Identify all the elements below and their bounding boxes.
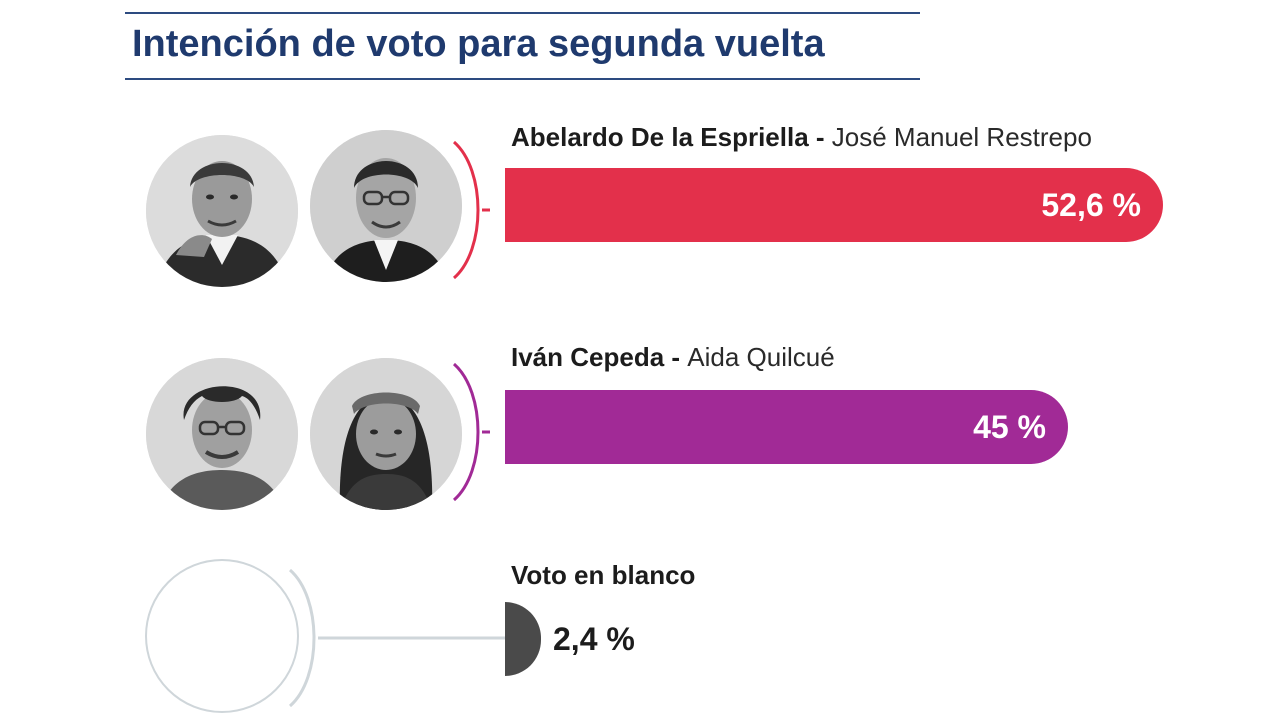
title-rule-top: [125, 12, 920, 14]
chart-title: Intención de voto para segunda vuelta: [132, 23, 825, 65]
empty-avatar-circle: [145, 559, 299, 713]
bar-value-label: 52,6 %: [1041, 187, 1141, 223]
bar-cepeda: 45 %: [505, 390, 1068, 464]
name-separator: -: [664, 342, 688, 372]
man-photo-icon: [146, 135, 298, 287]
row-bracket-icon: [288, 568, 508, 708]
vice-name: José Manuel Restrepo: [831, 122, 1092, 152]
bar-de-la-espriella: 52,6 %: [505, 168, 1163, 242]
blank-vote-value-label: 2,4 %: [553, 621, 635, 657]
title-rule-bottom: [125, 78, 920, 80]
name-separator: -: [808, 122, 832, 152]
president-name: Abelardo De la Espriella: [511, 122, 809, 152]
row-label: Voto en blanco: [511, 559, 695, 591]
vice-name: Aida Quilcué: [687, 342, 835, 372]
blank-vote-label: Voto en blanco: [511, 560, 696, 590]
bar-voto-en-blanco: [505, 602, 541, 676]
row-bracket-icon: [452, 362, 490, 502]
man-curly-glasses-photo-icon: [146, 358, 298, 510]
row-label: Iván Cepeda - Aida Quilcué: [511, 341, 835, 373]
man-glasses-photo-icon: [310, 130, 462, 282]
row-label: Abelardo De la Espriella - José Manuel R…: [511, 121, 1092, 153]
row-bracket-icon: [452, 140, 490, 280]
president-name: Iván Cepeda: [511, 342, 665, 372]
woman-headband-photo-icon: [310, 358, 462, 510]
bar-value-label: 45 %: [973, 409, 1046, 445]
